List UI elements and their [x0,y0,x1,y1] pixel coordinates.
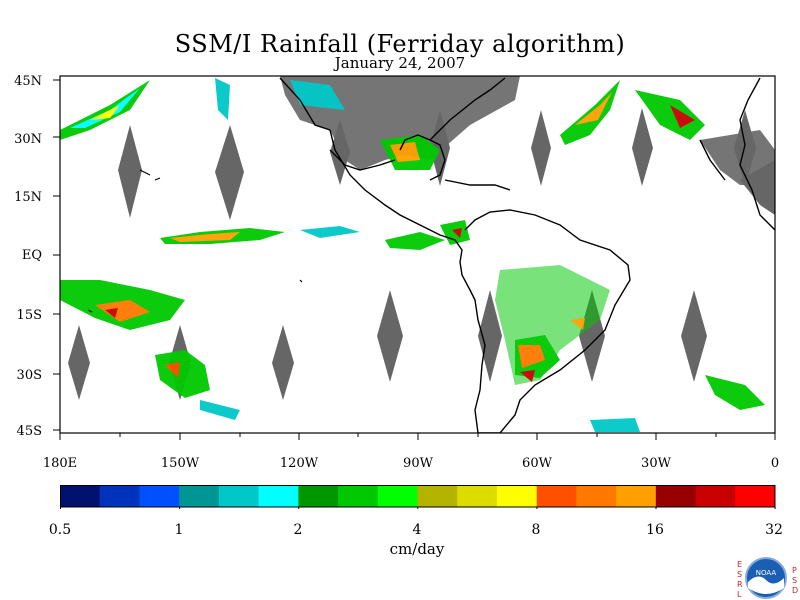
colorbar-swatch [417,485,458,507]
logo-center-text: NOAA [756,569,777,577]
lon-label-90w: 90W [403,456,433,471]
colorbar-swatch [695,485,736,507]
colorbar-label-0: 0.5 [48,522,72,538]
rain-band-south-atlantic [590,375,765,432]
lon-label-180e: 180E [42,456,78,471]
lon-label-60w: 60W [522,456,552,471]
colorbar-label-1: 1 [174,522,184,538]
colorbar-swatch [536,485,577,507]
logo-letter-e: E [737,560,743,569]
swath-gap [734,110,756,186]
lon-label-120w: 120W [279,456,319,471]
lat-label-45s: 45S [16,424,42,439]
lon-label-0: 0 [770,456,780,471]
colorbar-swatch [655,485,697,507]
colorbar-swatch [298,485,339,507]
lat-label-30n: 30N [14,132,42,147]
lat-label-15s: 15S [16,308,42,323]
colorbar-units: cm/day [389,540,445,558]
swath-gap [681,290,707,382]
colorbar-label-6: 32 [765,522,783,538]
colorbar-swatch [496,485,538,507]
swath-gap [478,290,502,382]
colorbar-swatch [179,485,220,507]
lat-label-30s: 30S [16,368,42,383]
logo-letter-s2: S [792,576,798,585]
swath-gap [430,110,450,186]
rain-band-north-pacific [60,78,230,140]
colorbar-swatch [338,485,379,507]
colorbar-swatch [735,485,776,507]
logo-letter-d: D [792,586,799,595]
colorbar [60,485,776,509]
swath-gap [118,125,142,218]
swath-gap [377,290,403,382]
swath-gap [272,325,294,400]
colorbar-label-3: 4 [412,522,422,538]
map-title: SSM/I Rainfall (Ferriday algorithm) [174,30,626,58]
map-date: January 24, 2007 [334,54,466,72]
rain-band-north-atlantic [560,80,705,145]
colorbar-label-4: 8 [531,522,541,538]
colorbar-swatch [576,485,617,507]
logo-letter-s: S [737,570,743,579]
swath-gap [68,325,90,400]
logo-letter-l: L [737,590,742,599]
coastline-europe-africa [699,77,775,231]
swath-gap [531,110,551,186]
axis-ticks [53,79,776,440]
swath-gap [632,108,653,186]
colorbar-swatch [616,485,657,507]
logo-letter-r: R [737,580,743,589]
logo-letter-p: P [792,566,797,575]
lat-label-45n: 45N [14,74,42,89]
colorbar-swatch [218,485,260,507]
lat-label-15n: 15N [14,190,42,205]
africa-land [740,160,775,215]
rain-band-south-pacific [60,280,240,420]
colorbar-swatch [99,485,140,507]
coastline-islands [87,169,303,313]
lat-label-eq: EQ [21,248,42,263]
lon-label-150w: 150W [160,456,200,471]
rain-band-itcz [160,226,445,250]
colorbar-swatch [457,485,498,507]
lon-label-30w: 30W [641,456,671,471]
rain-band-gulf-caribbean [290,80,470,245]
swath-gap [215,125,244,220]
colorbar-swatch [139,485,180,507]
colorbar-label-2: 2 [293,522,303,538]
colorbar-label-5: 16 [646,522,664,538]
swath-gap [330,120,350,185]
colorbar-swatch [258,485,299,507]
colorbar-swatch [60,485,101,507]
rain-band-south-america [495,265,610,385]
noaa-logo-icon: NOAA [745,557,787,599]
coastline-americas [279,77,631,433]
colorbar-swatch [377,485,418,507]
